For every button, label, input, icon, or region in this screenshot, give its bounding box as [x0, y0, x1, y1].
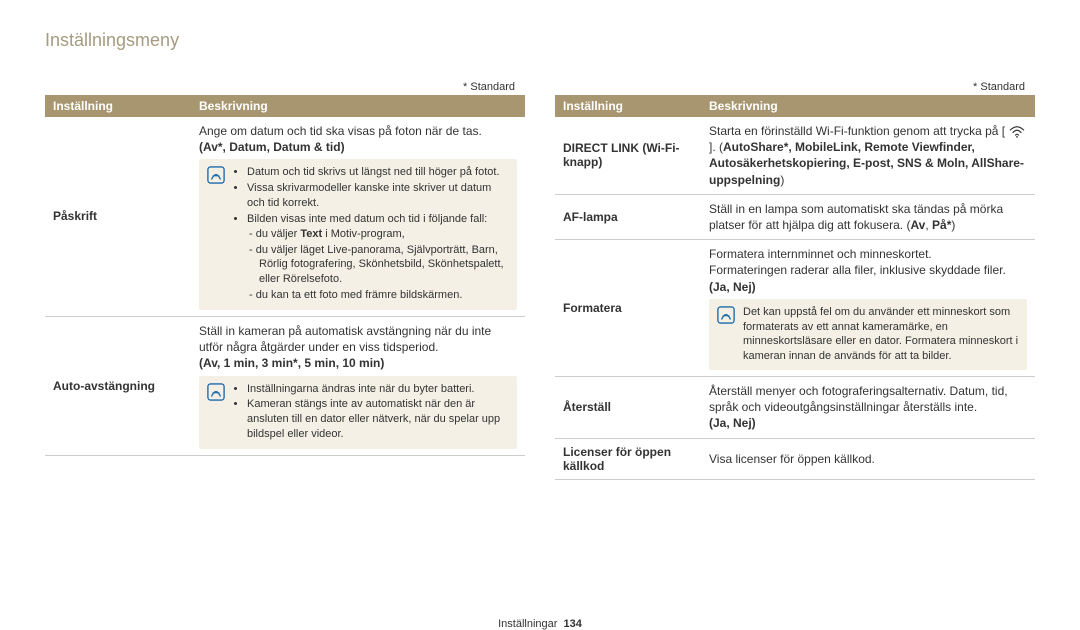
- note-bullet: Kameran stängs inte av automatiskt när d…: [247, 397, 509, 442]
- row-auto-label: Auto-avstängning: [45, 316, 191, 455]
- page-footer: Inställningar 134: [0, 618, 1080, 630]
- direct-intro: Starta en förinställd Wi-Fi-funktion gen…: [709, 124, 1005, 138]
- row-direct-label: DIRECT LINK (Wi-Fi-knapp): [555, 117, 701, 194]
- note-bullet: Datum och tid skrivs ut längst ned till …: [247, 165, 509, 180]
- wifi-icon: [1008, 125, 1026, 139]
- paskrift-intro: Ange om datum och tid ska visas på foton…: [199, 124, 482, 138]
- note-icon: [207, 383, 225, 401]
- note-sub: du kan ta ett foto med främre bildskärme…: [259, 288, 509, 303]
- table-row: Formatera Formatera internminnet och min…: [555, 240, 1035, 377]
- page-title: Inställningsmeny: [45, 30, 1040, 51]
- paskrift-note: Datum och tid skrivs ut längst ned till …: [199, 159, 517, 310]
- direct-after: ].: [709, 140, 719, 154]
- paskrift-options: (Av*, Datum, Datum & tid): [199, 140, 345, 154]
- note-sub: du väljer Text i Motiv-program,: [259, 227, 509, 242]
- th-desc: Beskrivning: [701, 95, 1035, 117]
- row-aterstall-label: Återställ: [555, 377, 701, 439]
- auto-intro: Ställ in kameran på automatisk avstängni…: [199, 324, 491, 354]
- formatera-options: (Ja, Nej): [709, 280, 756, 294]
- table-row: Påskrift Ange om datum och tid ska visas…: [45, 117, 525, 316]
- table-row: DIRECT LINK (Wi-Fi-knapp) Starta en föri…: [555, 117, 1035, 194]
- note-icon: [717, 306, 735, 324]
- row-formatera-label: Formatera: [555, 240, 701, 377]
- row-af-label: AF-lampa: [555, 194, 701, 239]
- row-paskrift-label: Påskrift: [45, 117, 191, 316]
- aterstall-options: (Ja, Nej): [709, 416, 756, 430]
- th-setting: Inställning: [555, 95, 701, 117]
- direct-options: AutoShare*, MobileLink, Remote Viewfinde…: [709, 140, 1024, 186]
- standard-note-left: * Standard: [45, 81, 525, 93]
- left-column: * Standard Inställning Beskrivning Påskr…: [45, 81, 525, 480]
- note-icon: [207, 166, 225, 184]
- table-row: AF-lampa Ställ in en lampa som automatis…: [555, 194, 1035, 239]
- row-licens-label: Licenser för öppen källkod: [555, 438, 701, 479]
- note-bullet: Bilden visas inte med datum och tid i fö…: [247, 212, 509, 303]
- table-row: Auto-avstängning Ställ in kameran på aut…: [45, 316, 525, 455]
- note-bullet: Vissa skrivarmodeller kanske inte skrive…: [247, 181, 509, 211]
- standard-note-right: * Standard: [555, 81, 1035, 93]
- note-sub: du väljer läget Live-panorama, Självport…: [259, 243, 509, 288]
- formatera-l1: Formatera internminnet och minneskortet.: [709, 247, 932, 261]
- auto-options: (Av, 1 min, 3 min*, 5 min, 10 min): [199, 356, 384, 370]
- auto-note: Inställningarna ändras inte när du byter…: [199, 376, 517, 449]
- th-setting: Inställning: [45, 95, 191, 117]
- right-column: * Standard Inställning Beskrivning DIREC…: [555, 81, 1035, 480]
- table-row: Återställ Återställ menyer och fotografe…: [555, 377, 1035, 439]
- th-desc: Beskrivning: [191, 95, 525, 117]
- formatera-l2: Formateringen raderar alla filer, inklus…: [709, 263, 1006, 277]
- aterstall-text: Återställ menyer och fotograferingsalter…: [709, 384, 1008, 414]
- licens-text: Visa licenser för öppen källkod.: [701, 438, 1035, 479]
- note-bullet: Inställningarna ändras inte när du byter…: [247, 382, 509, 397]
- left-table: Inställning Beskrivning Påskrift Ange om…: [45, 95, 525, 456]
- direct-close: ): [780, 173, 784, 187]
- table-row: Licenser för öppen källkod Visa licenser…: [555, 438, 1035, 479]
- right-table: Inställning Beskrivning DIRECT LINK (Wi-…: [555, 95, 1035, 480]
- formatera-note: Det kan uppstå fel om du använder ett mi…: [709, 299, 1027, 370]
- af-text: Ställ in en lampa som automatiskt ska tä…: [709, 202, 1003, 232]
- formatera-note-text: Det kan uppstå fel om du använder ett mi…: [743, 305, 1019, 364]
